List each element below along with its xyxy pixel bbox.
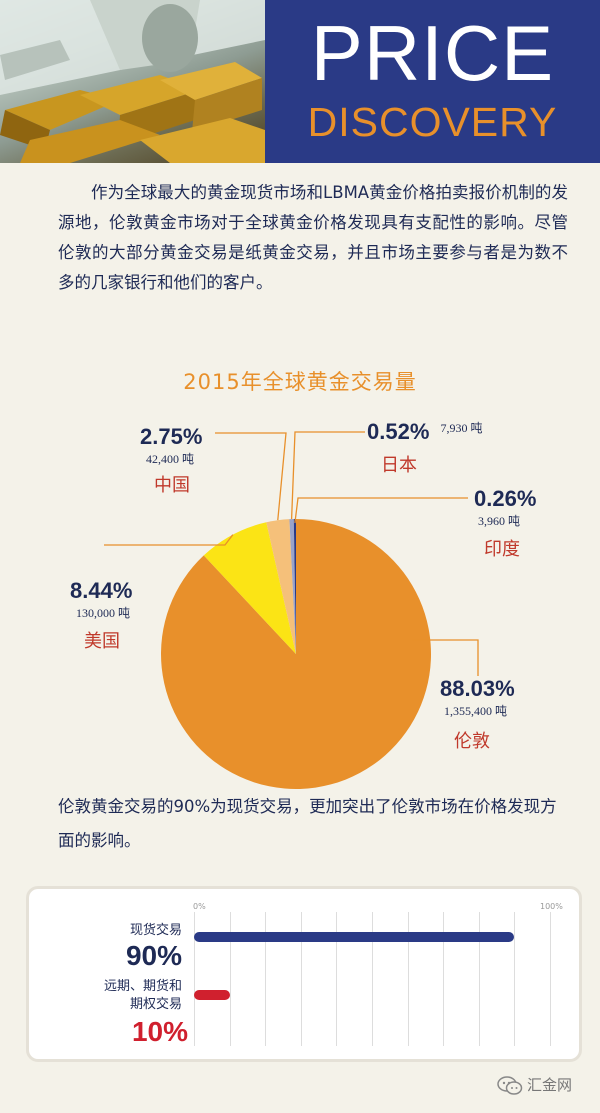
title-price: PRICE xyxy=(310,9,555,97)
pie-country-china: 中国 xyxy=(154,475,190,496)
pie-tons-usa: 130,000 吨 xyxy=(76,606,131,620)
pie-tons-india: 3,960 吨 xyxy=(478,514,521,528)
leader-line-usa xyxy=(104,534,234,546)
pie-slice-usa xyxy=(203,522,296,654)
bar-axis-min-label: 0% xyxy=(193,902,206,911)
bar-grid-line xyxy=(336,912,338,1046)
bar-label-forward: 远期、期货和 期权交易 xyxy=(40,978,182,1014)
bar-grid-line xyxy=(514,912,516,1046)
pie-percent-japan: 0.52% xyxy=(367,419,430,444)
pie-percent-china: 2.75% xyxy=(140,424,203,449)
gold-bars-photo xyxy=(0,0,265,163)
leader-line-japan xyxy=(290,431,365,520)
pie-tons-london: 1,355,400 吨 xyxy=(444,704,508,718)
pie-percent-value-london: 88.03 xyxy=(440,676,496,701)
bar-grid-line xyxy=(265,912,267,1046)
pie-percent-value-usa: 8.44 xyxy=(70,578,113,603)
bar-label-spot: 现货交易 xyxy=(129,923,182,938)
bar-forward-futures-options xyxy=(194,990,230,1000)
pie-label-china: 2.75% 42,400 吨 中国 xyxy=(140,424,202,497)
pie-slice-india xyxy=(293,519,296,654)
bar-grid-line xyxy=(300,912,302,1046)
leader-line-china xyxy=(215,432,287,521)
footer-brand-text: 汇金网 xyxy=(526,1076,572,1094)
bar-value-spot: 90% xyxy=(125,940,182,971)
title-discovery: DISCOVERY xyxy=(307,99,558,145)
wechat-icon xyxy=(497,1075,523,1095)
pie-chart-title: 2015年全球黄金交易量 xyxy=(183,370,417,394)
pie-percent-london: 88.03% xyxy=(440,676,515,701)
pie-percent-value-japan: 0.52 xyxy=(367,419,410,444)
pie-country-usa: 美国 xyxy=(84,631,120,652)
pie-country-japan: 日本 xyxy=(381,455,417,476)
bar-grid-line xyxy=(478,912,480,1046)
pie-slice-london xyxy=(161,519,432,789)
pie-percent-usa: 8.44% xyxy=(70,578,133,603)
bar-spot xyxy=(194,932,515,942)
footer-brand: 汇金网 xyxy=(497,1074,572,1096)
pie-country-london: 伦敦 xyxy=(454,731,490,752)
leader-line-india xyxy=(294,497,468,524)
bar-chart-panel xyxy=(26,886,582,1062)
pie-tons-china: 42,400 吨 xyxy=(146,452,195,466)
pie-slice-japan xyxy=(289,519,296,654)
pie-slice-china xyxy=(266,519,296,654)
pie-percent-value-india: 0.26 xyxy=(474,486,517,511)
pie-tons-japan: 7,930 吨 xyxy=(440,421,483,435)
leader-line-london xyxy=(412,639,479,676)
bar-grid-line xyxy=(407,912,409,1046)
bar-grid-line xyxy=(372,912,373,1046)
bar-label-forward-line1: 远期、期货和 xyxy=(103,979,182,994)
header: PRICE DISCOVERY xyxy=(0,0,600,163)
bar-label-forward-line2: 期权交易 xyxy=(129,997,182,1012)
bar-grid-line xyxy=(229,912,231,1046)
bar-grid-line xyxy=(194,912,195,1046)
caption-paragraph: 伦敦黄金交易的90%为现货交易，更加突出了伦敦市场在价格发现方面的影响。 xyxy=(58,797,557,850)
intro-paragraph: 作为全球最大的黄金现货市场和LBMA黄金价格拍卖报价机制的发源地，伦敦黄金市场对… xyxy=(58,183,568,292)
title-panel: PRICE DISCOVERY xyxy=(265,0,600,163)
pie-percent-india: 0.26% xyxy=(474,486,537,511)
pie-percent-value-china: 2.75 xyxy=(140,424,183,449)
pie-label-japan: 0.52% 7,930 吨 日本 xyxy=(367,419,483,477)
bar-grid-line xyxy=(550,912,551,1046)
bar-grid-line xyxy=(443,912,445,1046)
pie-label-london: 88.03% 1,355,400 吨 伦敦 xyxy=(440,676,515,753)
pie-chart xyxy=(104,431,479,789)
pie-label-india: 0.26% 3,960 吨 印度 xyxy=(474,486,536,561)
pie-country-india: 印度 xyxy=(484,539,520,560)
bar-value-forward: 10% xyxy=(131,1016,188,1047)
gold-bars-illustration xyxy=(0,0,265,163)
pie-label-usa: 8.44% 130,000 吨 美国 xyxy=(70,578,132,653)
bar-axis-max-label: 100% xyxy=(540,902,563,911)
